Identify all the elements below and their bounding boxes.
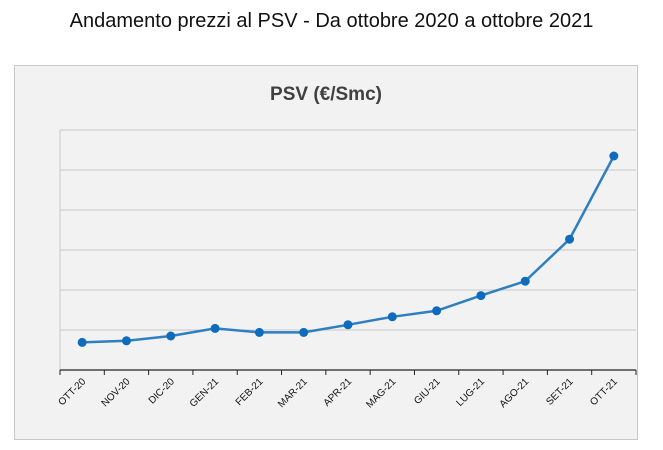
x-tick-label: OTT-21 [588,376,620,408]
chart-container: PSV (€/Smc) [14,65,638,440]
data-point [254,327,264,337]
x-tick-label: NOV-20 [100,376,133,409]
data-point [520,276,530,286]
data-point [432,306,442,316]
x-tick-label: MAR-21 [276,376,310,410]
data-point [77,337,87,347]
data-point [387,312,397,322]
x-tick-label: OTT-20 [57,376,89,408]
x-tick-label: SET-21 [544,376,576,408]
chart-title: PSV (€/Smc) [270,84,382,105]
x-tick-label: DIC-20 [147,376,177,406]
data-point [121,336,131,346]
data-point [299,327,309,337]
x-tick-label: FEB-21 [234,376,266,408]
x-tick-label: MAG-21 [364,376,398,410]
series-line [82,155,615,344]
data-point [210,323,220,333]
x-tick-label: LUG-21 [455,376,488,409]
data-point [343,320,353,330]
data-point [609,151,619,161]
x-tick-label: AGO-21 [498,376,532,410]
x-tick-label: GIU-21 [412,376,443,407]
data-point [166,331,176,341]
x-tick-label: APR-21 [322,376,355,409]
data-point [565,234,575,244]
x-tick-label: GEN-21 [188,376,222,410]
page-title: Andamento prezzi al PSV - Da ottobre 202… [69,10,594,32]
data-point [476,291,486,301]
